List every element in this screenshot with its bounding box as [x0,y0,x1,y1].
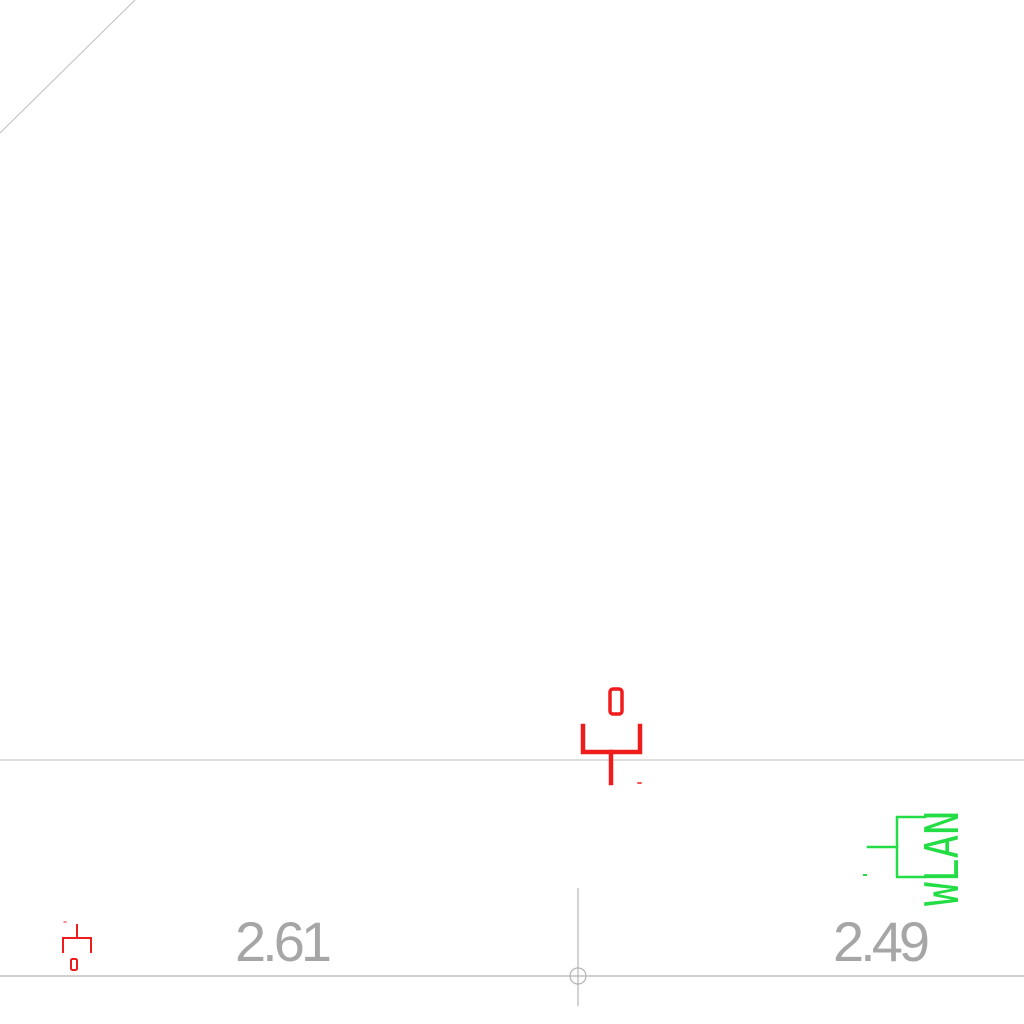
wlan-label: WLAN [915,811,969,906]
dimension-label-left: 2.61 [235,910,330,973]
data-outlet-icon-left [62,921,92,971]
dimension-tick-marker [569,888,587,1006]
dimension-label-right: 2.49 [833,910,928,973]
diagonal-wall-line [0,0,136,134]
data-outlet-icon-top [580,687,643,786]
wlan-outlet-icon [863,815,927,879]
